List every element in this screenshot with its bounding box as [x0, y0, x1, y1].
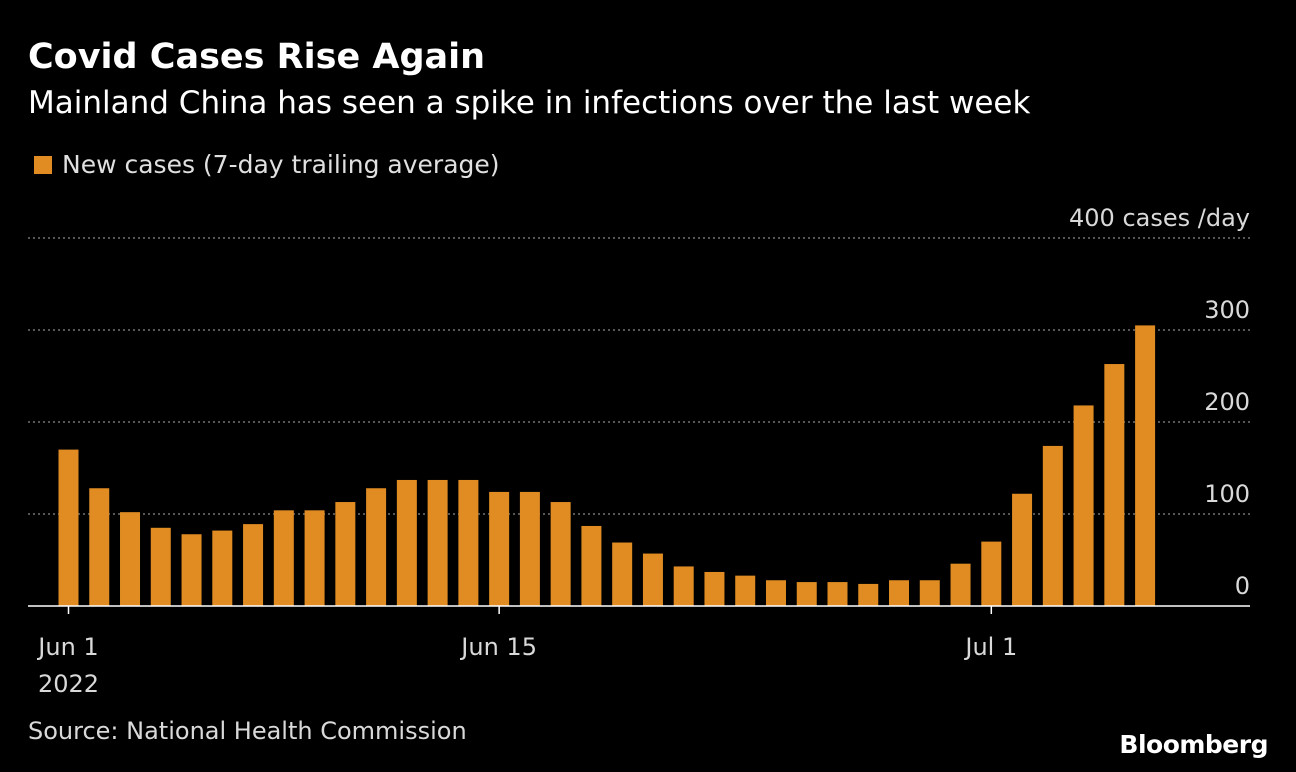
bar	[89, 488, 110, 606]
bar	[1012, 493, 1033, 606]
bar	[58, 449, 79, 606]
bar	[704, 571, 725, 606]
bars-layer	[58, 325, 1156, 606]
grid-layer	[28, 237, 1250, 515]
x-tick-label: Jun 15	[459, 633, 537, 661]
bar	[427, 479, 448, 606]
bar	[612, 542, 633, 606]
bar	[642, 553, 663, 606]
x-tick-sublabel: 2022	[38, 670, 99, 698]
bar	[981, 541, 1002, 606]
bar	[889, 580, 910, 606]
bar	[304, 510, 325, 606]
bar	[458, 479, 479, 606]
x-tick-label: Jul 1	[963, 633, 1017, 661]
y-tick-label: 100	[1204, 480, 1250, 508]
chart-title: Covid Cases Rise Again	[28, 37, 486, 77]
bar	[181, 534, 202, 606]
bar	[1042, 445, 1063, 606]
y-tick-label: 0	[1235, 572, 1250, 600]
bar	[120, 512, 141, 606]
bloomberg-logo: Bloomberg	[1119, 730, 1268, 759]
legend: New cases (7-day trailing average)	[34, 152, 500, 177]
source-note: Source: National Health Commission	[28, 717, 467, 745]
chart-subtitle: Mainland China has seen a spike in infec…	[28, 85, 1031, 121]
bar	[1073, 405, 1094, 606]
legend-swatch	[34, 155, 52, 174]
bar	[581, 525, 602, 606]
y-tick-label: 300	[1204, 296, 1250, 324]
bar	[827, 582, 848, 606]
legend-label: New cases (7-day trailing average)	[62, 150, 500, 179]
bar	[150, 527, 171, 606]
bar	[273, 510, 294, 606]
bar	[212, 530, 233, 606]
bar	[735, 575, 756, 606]
bar	[243, 524, 264, 606]
bar	[796, 582, 817, 606]
y-tick-label: 200	[1204, 388, 1250, 416]
bar	[1135, 325, 1156, 606]
x-tick-label: Jun 1	[36, 633, 98, 661]
bar	[858, 583, 879, 606]
bar	[550, 502, 571, 606]
axis-layer: 0 100 200 300 400 cases /day Jun 1 2022 Jun 15 J…	[28, 204, 1250, 698]
y-tick-label: 400 cases /day	[1069, 204, 1250, 232]
bar	[335, 502, 356, 606]
bar	[1104, 364, 1125, 606]
bar	[489, 491, 510, 606]
bar	[519, 491, 540, 606]
bar	[366, 488, 387, 606]
bar	[396, 479, 417, 606]
bar	[673, 566, 694, 606]
bar	[950, 563, 971, 606]
bar	[765, 580, 786, 606]
bar	[919, 580, 940, 606]
